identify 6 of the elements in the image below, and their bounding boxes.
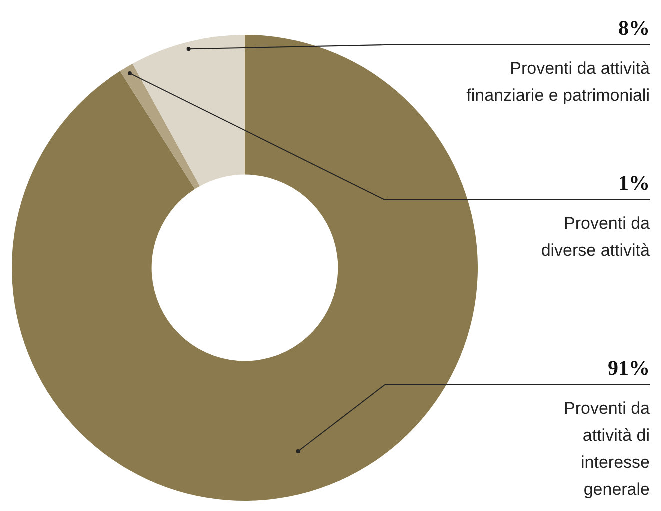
data-label: 8% — [618, 15, 650, 41]
slice-label: Proventi da attività finanziarie e patrimoniali — [466, 58, 650, 107]
slice-label: Proventi da diverse attività — [540, 213, 650, 262]
data-label: 91% — [607, 355, 650, 381]
data-label: 1% — [618, 170, 650, 196]
slice-label: Proventi da attività di interesse generale — [563, 398, 650, 501]
